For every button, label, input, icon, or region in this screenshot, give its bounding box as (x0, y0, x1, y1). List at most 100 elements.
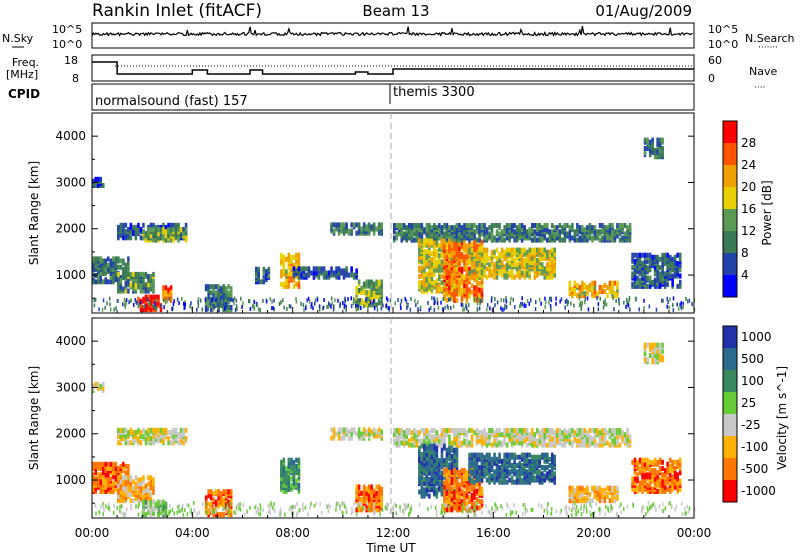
data-cell (295, 281, 298, 287)
data-cell (566, 223, 569, 228)
scatter-cell (625, 305, 627, 310)
data-cell (94, 480, 97, 486)
data-cell (435, 259, 439, 265)
data-cell (154, 427, 158, 433)
data-cell (536, 227, 539, 233)
data-cell (445, 249, 449, 255)
scatter-cell (113, 307, 115, 312)
data-cell (420, 284, 424, 290)
data-cell (122, 222, 125, 228)
data-cell (127, 271, 130, 277)
scatter-cell (505, 305, 508, 310)
data-cell (498, 479, 501, 485)
scatter-cell (224, 306, 226, 311)
data-cell (495, 247, 499, 253)
data-cell (548, 456, 551, 462)
data-cell (350, 266, 353, 272)
scatter-cell (385, 304, 387, 309)
data-cell (292, 266, 296, 272)
scatter-cell (685, 296, 687, 301)
data-cell (533, 253, 536, 259)
scatter-cell (479, 301, 481, 306)
data-cell (152, 231, 155, 237)
data-cell (475, 281, 479, 287)
data-cell (365, 494, 368, 500)
data-cell (312, 270, 316, 276)
data-cell (149, 227, 153, 233)
data-cell (295, 463, 298, 469)
data-cell (370, 279, 373, 285)
data-cell (152, 434, 155, 440)
data-cell (179, 427, 183, 433)
data-cell (152, 222, 155, 228)
data-cell (367, 497, 371, 502)
data-cell (117, 475, 120, 481)
scatter-cell (227, 301, 230, 306)
scatter-cell (503, 298, 505, 303)
data-cell (505, 442, 509, 448)
scatter-cell (290, 304, 292, 309)
data-cell (668, 269, 672, 275)
scatter-cell (94, 297, 97, 302)
data-cell (448, 469, 451, 475)
scatter-cell (234, 308, 237, 312)
data-cell (460, 225, 464, 231)
data-cell (465, 243, 469, 249)
data-cell (282, 258, 286, 264)
data-cell (571, 235, 574, 241)
data-cell (119, 264, 123, 270)
data-cell (470, 289, 474, 295)
data-cell (159, 227, 163, 233)
data-cell (169, 291, 173, 297)
data-cell (523, 465, 526, 471)
data-cell (460, 507, 464, 513)
data-cell (428, 476, 431, 482)
data-cell (450, 225, 454, 231)
scatter-cell (355, 307, 357, 312)
data-cell (300, 272, 303, 278)
data-cell (661, 137, 664, 143)
data-cell (450, 281, 454, 287)
data-cell (162, 427, 165, 433)
data-cell (122, 498, 125, 504)
data-cell (676, 252, 679, 258)
data-cell (440, 436, 444, 442)
data-cell (468, 452, 471, 458)
nave-tick-top: 60 (708, 54, 722, 67)
scatter-cell (123, 297, 126, 302)
data-cell (332, 228, 336, 234)
data-cell (207, 501, 210, 507)
data-cell (435, 267, 439, 273)
colorbar-segment (723, 275, 737, 297)
scatter-cell (154, 301, 156, 306)
data-cell (435, 286, 439, 292)
scatter-cell (523, 303, 525, 308)
data-cell (117, 264, 120, 270)
data-cell (147, 487, 150, 493)
scatter-cell (212, 300, 215, 304)
data-cell (455, 456, 459, 462)
data-cell (520, 452, 524, 458)
data-cell (463, 438, 466, 444)
data-cell (533, 432, 536, 438)
scatter-cell (597, 307, 600, 312)
data-cell (488, 467, 491, 473)
data-cell (227, 499, 230, 505)
data-cell (520, 270, 524, 276)
data-cell (292, 463, 296, 469)
data-cell (470, 283, 474, 289)
y-tick-label: 3000 (55, 175, 86, 189)
data-cell (523, 268, 526, 274)
data-cell (538, 237, 541, 243)
data-cell (490, 428, 494, 433)
data-cell (528, 227, 531, 233)
data-cell (498, 452, 501, 458)
data-blob (631, 252, 682, 289)
data-cell (480, 499, 484, 505)
data-cell (177, 222, 180, 228)
data-cell (455, 233, 459, 239)
data-cell (646, 283, 649, 289)
data-cell (593, 280, 597, 286)
data-cell (490, 467, 494, 473)
data-cell (528, 260, 531, 266)
